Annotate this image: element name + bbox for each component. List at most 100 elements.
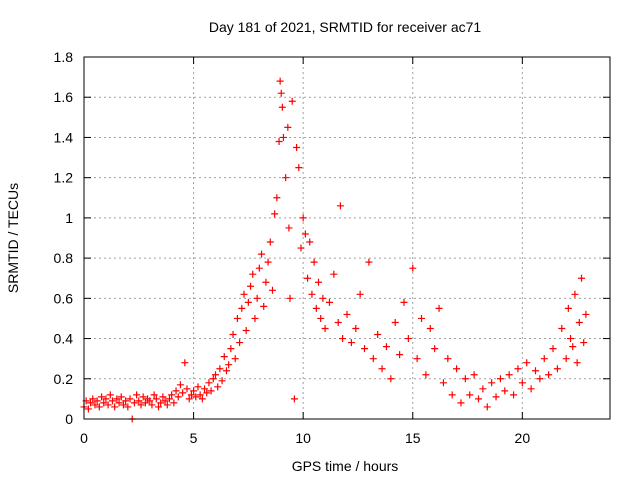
data-point [238,304,246,312]
data-point [276,77,284,85]
data-point [343,310,351,318]
data-point [126,395,134,403]
data-point [84,405,92,413]
grid [84,57,610,419]
data-point [192,393,200,401]
data-point [315,278,323,286]
data-point [431,345,439,353]
data-point [336,202,344,210]
data-point [207,387,215,395]
y-axis-label: SRMTID / TECUs [5,183,21,293]
data-point [95,403,103,411]
data-point [251,314,259,322]
data-point [108,397,116,405]
data-point [553,365,561,373]
data-point [369,355,377,363]
data-point [347,339,355,347]
data-point [165,395,173,403]
data-point [146,397,154,405]
y-tick-label: 0.8 [54,250,74,266]
data-point [139,393,147,401]
data-point [319,294,327,302]
data-point [91,401,99,409]
data-point [285,224,293,232]
data-point [453,365,461,373]
data-point [301,230,309,238]
data-point [137,401,145,409]
data-point [170,399,178,407]
y-tick-label: 0.2 [54,371,74,387]
data-point [163,401,171,409]
data-point [549,345,557,353]
data-point [400,298,408,306]
data-point [179,389,187,397]
data-point [514,365,522,373]
axis-tick-labels: 0 0.2 0.4 0.6 0.8 1 1.2 1.4 1.6 1.8 0 5 10 15 20 [54,49,531,446]
data-point [106,391,114,399]
data-point [284,123,292,131]
data-point [89,395,97,403]
data-point [212,371,219,379]
data-point [141,399,149,407]
data-point [531,367,539,375]
data-point [227,345,235,353]
data-point [122,397,130,405]
data-point [174,393,182,401]
data-point [87,399,95,407]
data-point [273,194,281,202]
data-point [231,355,239,363]
data-point [470,371,478,379]
data-point [264,258,272,266]
data-point [93,397,101,405]
data-point [205,379,213,387]
data-point [124,403,132,411]
x-tick-label: 10 [295,430,311,446]
data-point [457,399,465,407]
data-point [518,379,526,387]
data-point [325,298,333,306]
data-point [102,395,110,403]
x-tick-label: 20 [515,430,531,446]
data-point [461,375,469,383]
data-point [545,371,553,379]
data-point [308,290,316,298]
data-point [501,387,509,395]
x-tick-label: 0 [80,430,88,446]
data-point [527,385,535,393]
data-point [317,314,325,322]
data-point [578,274,586,282]
y-tick-label: 1 [65,210,73,226]
y-tick-label: 1.6 [54,89,74,105]
data-point [255,264,263,272]
data-point [483,403,491,411]
data-point [247,282,255,290]
data-point [113,395,121,403]
data-point [435,304,443,312]
data-point [222,367,230,375]
data-point [277,89,285,97]
x-axis-label: GPS time / hours [292,458,399,474]
data-point [475,395,482,403]
data-point [448,391,456,399]
plot-frame [83,56,611,420]
axis-ticks [83,56,610,420]
data-point [236,339,244,347]
data-point [216,365,224,373]
data-point [582,310,590,318]
data-point [225,361,233,369]
data-point [187,391,195,399]
y-tick-label: 1.8 [54,49,74,65]
data-point [330,270,338,278]
data-point [426,325,434,332]
data-point [159,393,167,401]
data-point [161,397,169,405]
data-point [196,391,204,399]
data-point [569,343,577,351]
data-point [152,395,160,403]
data-point [104,401,112,409]
data-point [505,371,513,379]
data-point [418,314,426,322]
data-point [409,264,417,272]
data-point [496,375,504,383]
data-point [391,318,399,326]
